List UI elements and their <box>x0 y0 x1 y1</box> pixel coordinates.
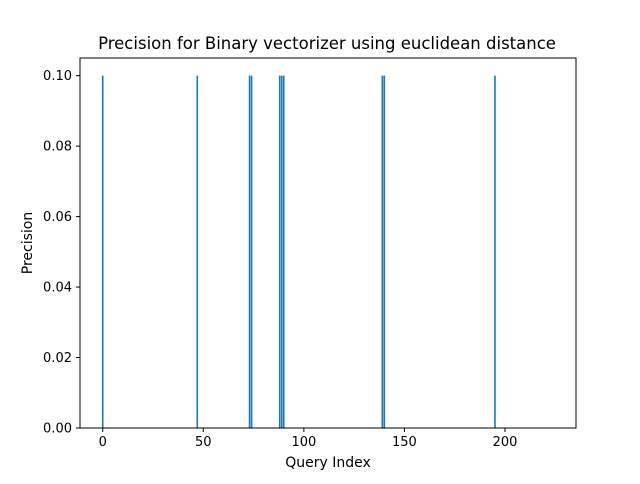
y-tick-label: 0.08 <box>43 140 72 155</box>
bar <box>383 75 386 428</box>
bar <box>381 75 384 428</box>
bar <box>280 75 283 428</box>
plot-area-frame <box>79 57 577 429</box>
x-tick-label: 200 <box>493 435 518 450</box>
chart-title: Precision for Binary vectorizer using eu… <box>98 34 556 53</box>
bar <box>494 75 496 428</box>
bar <box>196 75 199 428</box>
y-tick-label: 0.10 <box>43 69 72 84</box>
bar <box>101 75 104 428</box>
bar <box>278 75 281 428</box>
bar <box>282 75 285 428</box>
y-axis-label: Precision <box>20 212 36 274</box>
x-tick-label: 150 <box>392 435 417 450</box>
bar <box>248 75 251 428</box>
bars-layer <box>101 75 496 428</box>
y-tick-label: 0.00 <box>43 422 72 437</box>
x-tick-label: 0 <box>99 435 107 450</box>
x-tick-label: 50 <box>195 435 212 450</box>
y-tick-label: 0.02 <box>43 351 72 366</box>
y-tick-label: 0.06 <box>43 210 72 225</box>
x-axis-label: Query Index <box>285 455 371 471</box>
x-tick-label: 100 <box>291 435 316 450</box>
y-tick-label: 0.04 <box>43 281 72 296</box>
bar <box>250 75 253 428</box>
ticks-layer: 0 50 100 150 200 0.00 0.02 0.04 0.06 0.08 0.10 <box>43 69 517 450</box>
